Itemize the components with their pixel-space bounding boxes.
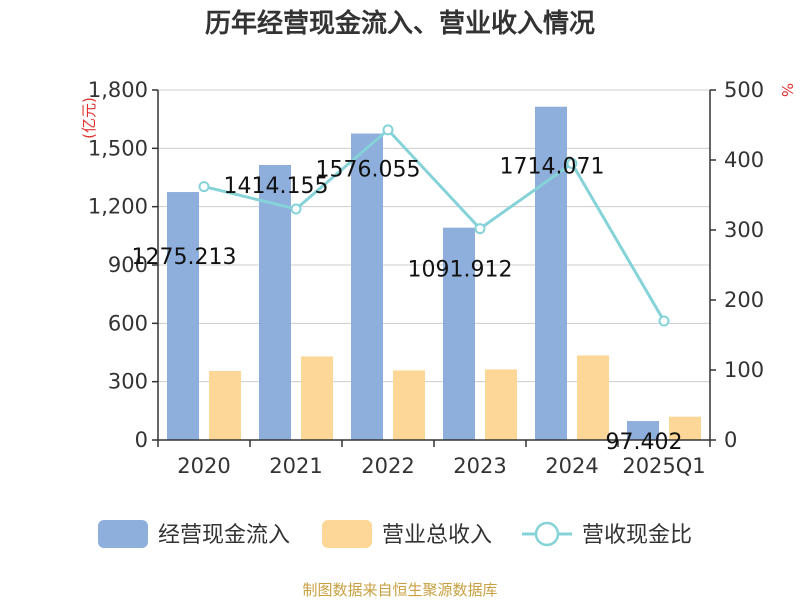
cash-flow-bar <box>259 165 291 440</box>
revenue-bar <box>669 416 701 440</box>
right-axis-tick-label: 400 <box>724 148 764 172</box>
revenue-bar <box>485 369 517 440</box>
ratio-point <box>474 223 486 235</box>
cash-flow-data-label: 1576.055 <box>316 158 421 183</box>
legend-swatch-cash-flow <box>98 520 148 548</box>
revenue-bar <box>577 355 609 440</box>
left-axis-tick-label: 900 <box>108 253 148 277</box>
legend-label-revenue: 营业总收入 <box>382 523 492 548</box>
ratio-point <box>658 315 670 327</box>
ratio-point <box>566 158 578 169</box>
left-axis-tick-label: 0 <box>135 428 148 452</box>
cash-flow-data-label: 97.402 <box>606 430 683 455</box>
legend-swatch-ratio-marker <box>534 521 560 547</box>
ratio-line <box>198 124 670 327</box>
revenue-bar <box>393 370 425 440</box>
cash-flow-data-label: 1414.155 <box>224 174 329 199</box>
x-axis-tick-label: 2024 <box>545 454 598 478</box>
cash-flow-data-label: 1091.912 <box>408 258 513 283</box>
x-axis-tick-label: 2022 <box>361 454 414 478</box>
ratio-point <box>290 203 302 215</box>
right-axis-tick-label: 0 <box>724 428 737 452</box>
x-axis-tick-label: 2021 <box>269 454 322 478</box>
ratio-point <box>382 124 394 136</box>
revenue-bar <box>301 356 333 440</box>
ratio-point <box>198 181 210 193</box>
legend: 经营现金流入 营业总收入 营收现金比 <box>98 520 692 548</box>
cash-flow-data-label: 1714.071 <box>500 155 605 180</box>
cash-flow-bar <box>351 133 383 440</box>
grid-lines <box>158 89 710 383</box>
source-note: 制图数据来自恒生聚源数据库 <box>302 581 497 599</box>
legend-label-ratio: 营收现金比 <box>582 523 692 548</box>
legend-label-cash-flow: 经营现金流入 <box>158 523 290 548</box>
right-axis-tick-label: 200 <box>724 288 764 312</box>
bars <box>167 106 701 440</box>
left-axis-tick-label: 600 <box>108 311 148 335</box>
revenue-bar <box>209 370 241 440</box>
x-axis-tick-label: 2025Q1 <box>622 454 705 478</box>
x-axis-tick-label: 2020 <box>177 454 230 478</box>
right-axis-tick-label: 500 <box>724 78 764 102</box>
axes: 0 300 600 900 1,200 1,500 1,800 0 100 200 300 400 50… <box>88 78 764 478</box>
left-axis-tick-label: 1,800 <box>88 78 148 102</box>
left-axis-tick-label: 300 <box>108 370 148 394</box>
cash-flow-data-label: 1275.213 <box>132 245 237 270</box>
right-axis-unit: % <box>778 83 796 97</box>
legend-swatch-revenue <box>322 520 372 548</box>
chart-title: 历年经营现金流入、营业收入情况 <box>205 8 595 39</box>
x-axis-tick-label: 2023 <box>453 454 506 478</box>
left-axis-tick-label: 1,500 <box>88 136 148 160</box>
cash-flow-bar <box>443 227 475 440</box>
cash-flow-bar <box>535 106 567 440</box>
ratio-line-path <box>203 127 666 322</box>
left-axis-tick-label: 1,200 <box>88 195 148 219</box>
right-axis-tick-label: 100 <box>724 358 764 382</box>
right-axis-tick-label: 300 <box>724 218 764 242</box>
cash-flow-bar <box>627 421 659 440</box>
left-axis-unit: (亿元) <box>80 97 98 139</box>
cash-flow-bar <box>167 192 199 440</box>
